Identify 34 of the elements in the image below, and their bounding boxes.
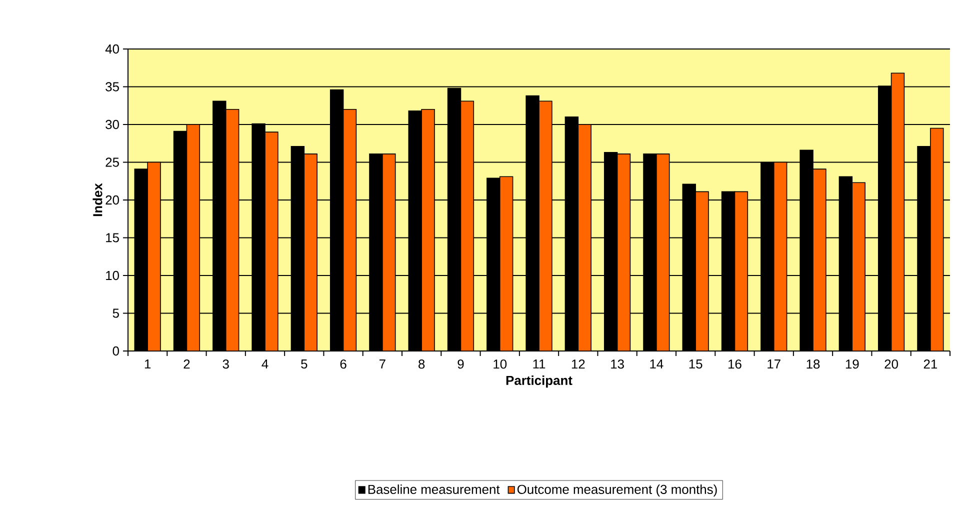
y-tick-label: 30 xyxy=(106,120,119,130)
x-tick-label: 19 xyxy=(846,360,859,369)
x-tick-label: 18 xyxy=(806,360,820,369)
x-tick-label: 8 xyxy=(418,360,425,369)
legend-label: Outcome measurement (3 months) xyxy=(517,484,717,497)
x-tick-label: 11 xyxy=(533,360,546,368)
y-tick-label: 25 xyxy=(106,158,119,167)
x-tick-label: 4 xyxy=(262,360,268,368)
x-tick-label: 17 xyxy=(768,360,780,368)
y-axis-title: Index xyxy=(92,183,102,216)
y-tick-label: 40 xyxy=(105,44,119,54)
y-tick-label: 10 xyxy=(106,270,119,280)
x-tick-label: 13 xyxy=(611,360,624,369)
y-tick-label: 0 xyxy=(112,346,119,356)
x-tick-label: 12 xyxy=(572,360,585,369)
x-tick-label: 2 xyxy=(184,360,190,369)
x-tick-label: 1 xyxy=(144,360,151,368)
y-tick-label: 15 xyxy=(106,233,119,242)
x-tick-label: 7 xyxy=(380,360,386,368)
x-tick-label: 21 xyxy=(924,360,938,369)
x-tick-label: 14 xyxy=(650,360,664,368)
x-tick-label: 6 xyxy=(340,360,346,369)
x-tick-label: 3 xyxy=(222,360,229,369)
x-tick-label: 10 xyxy=(494,360,507,369)
legend-label: Baseline measurement xyxy=(368,484,500,494)
x-tick-label: 20 xyxy=(884,360,898,369)
y-tick-label: 35 xyxy=(106,82,119,92)
x-tick-label: 5 xyxy=(301,360,308,369)
y-tick-label: 20 xyxy=(106,195,119,205)
x-tick-label: 15 xyxy=(689,360,702,369)
x-axis-title: Participant xyxy=(506,376,572,388)
x-tick-label: 16 xyxy=(728,360,742,369)
y-tick-label: 5 xyxy=(112,308,119,318)
x-tick-label: 9 xyxy=(458,360,464,369)
